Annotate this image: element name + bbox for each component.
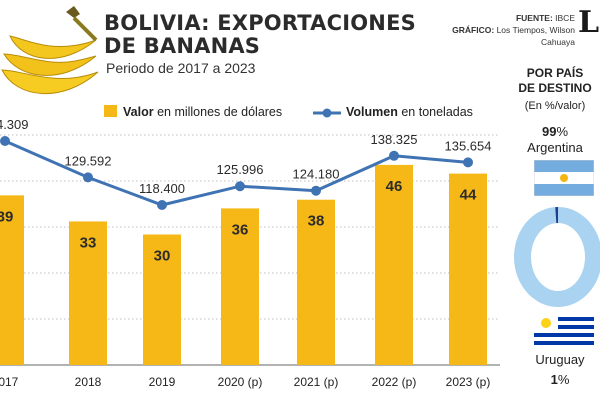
legend-volumen-rest: en toneladas xyxy=(401,105,473,119)
volume-value-label: 118.400 xyxy=(139,181,185,196)
argentina-flag-icon xyxy=(534,160,594,196)
destination-title: POR PAÍS DE DESTINO xyxy=(510,66,600,96)
bar-value-label: 46 xyxy=(386,178,403,195)
uruguay-pct-sign: % xyxy=(557,372,570,387)
bar xyxy=(221,208,259,365)
legend-valor-rest: en millones de dólares xyxy=(157,105,283,119)
volume-point xyxy=(83,172,93,183)
volume-point xyxy=(0,136,10,146)
newspaper-logo: L xyxy=(578,5,600,40)
argentina-percent: 99% xyxy=(510,124,600,139)
x-tick-label: 2021 (p) xyxy=(294,375,339,389)
argentina-pct-sign: % xyxy=(556,124,569,139)
volume-point xyxy=(463,157,473,168)
uruguay-label: Uruguay xyxy=(535,352,585,367)
x-tick-label: 2017 xyxy=(0,375,19,389)
subtitle: Periodo de 2017 a 2023 xyxy=(106,60,256,76)
bar-value-label: 44 xyxy=(460,187,477,204)
x-tick-label: 2018 xyxy=(75,375,102,389)
x-tick-label: 2022 (p) xyxy=(372,375,417,389)
uruguay-flag-icon xyxy=(534,313,594,349)
legend-volumen: Volumen en toneladas xyxy=(313,105,473,119)
legend-bar-swatch xyxy=(104,105,117,117)
bar-value-label: 39 xyxy=(0,208,13,225)
bar-value-label: 30 xyxy=(154,248,171,265)
page-title-line2: DE BANANAS xyxy=(104,34,261,58)
volume-point xyxy=(389,150,399,161)
destination-title-line1: POR PAÍS xyxy=(526,66,584,80)
uruguay-percent: 1% xyxy=(510,372,600,387)
source-label: FUENTE: xyxy=(515,13,553,23)
volume-value-label: 124.180 xyxy=(293,167,340,182)
page-title: BOLIVIA: EXPORTACIONES xyxy=(104,11,416,35)
bar xyxy=(297,199,335,365)
volume-value-label: 144.309 xyxy=(0,120,29,132)
graphic-label: GRÁFICO: xyxy=(452,25,495,35)
volume-value-label: 129.592 xyxy=(65,153,112,168)
legend-volumen-bold: Volumen xyxy=(346,105,398,119)
legend-line-swatch xyxy=(313,108,341,118)
volume-point xyxy=(311,185,321,196)
donut-slice-argentina xyxy=(514,207,600,307)
bar xyxy=(143,234,181,365)
volume-value-label: 138.325 xyxy=(371,132,418,147)
argentina-pct-value: 99 xyxy=(541,124,557,139)
volume-value-label: 125.996 xyxy=(217,162,264,177)
destination-title-line2: DE DESTINO xyxy=(518,81,592,95)
uruguay-pct-value: 1 xyxy=(550,372,558,387)
donut-slice-uruguay xyxy=(555,207,558,224)
destination-subtitle: (En %/valor) xyxy=(524,100,586,112)
bar-value-label: 36 xyxy=(232,221,249,238)
x-tick-label: 2020 (p) xyxy=(218,375,263,389)
chart-area: 39 2017 33 2018 30 2019 36 2020 (p) 38 2021 (p) 46… xyxy=(0,120,500,389)
argentina-label: Argentina xyxy=(527,140,583,155)
bar xyxy=(375,164,413,365)
bananas-illustration xyxy=(1,6,99,94)
source-block: FUENTE: IBCE GRÁFICO: Los Tiempos, Wilso… xyxy=(419,12,575,48)
volume-point xyxy=(157,200,167,210)
legend-valor-bold: Valor xyxy=(123,105,154,119)
bar xyxy=(449,173,487,365)
legend-valor: Valor en millones de dólares xyxy=(104,105,282,119)
volume-point xyxy=(235,181,245,192)
x-tick-label: 2023 (p) xyxy=(446,375,491,389)
source-value: IBCE xyxy=(555,13,575,23)
bar xyxy=(69,221,107,365)
bar-value-label: 38 xyxy=(308,213,325,230)
bar xyxy=(0,195,24,365)
destination-donut xyxy=(514,207,600,307)
x-tick-label: 2019 xyxy=(149,375,176,389)
graphic-value: Los Tiempos, Wilson Cahuaya xyxy=(496,25,575,47)
volume-value-label: 135.654 xyxy=(445,138,492,153)
bar-value-label: 33 xyxy=(80,234,97,251)
